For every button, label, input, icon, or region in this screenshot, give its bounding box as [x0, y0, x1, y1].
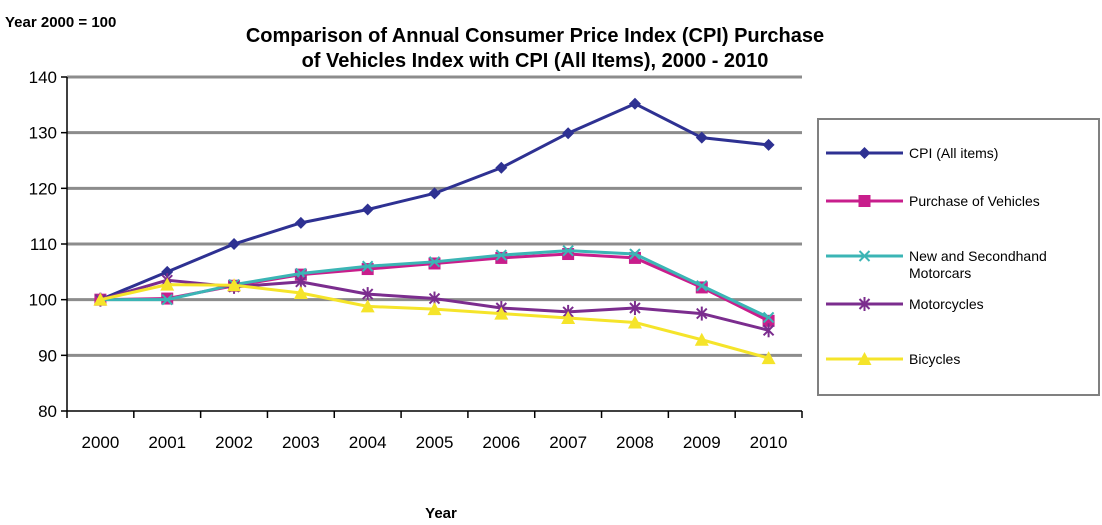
data-point — [562, 244, 574, 257]
y-tick-label: 120 — [29, 179, 57, 198]
data-point — [295, 267, 307, 280]
legend-label-line: New and Secondhand — [909, 248, 1047, 264]
legend-label: Purchase of Vehicles — [909, 193, 1040, 209]
plot-area — [93, 97, 776, 365]
y-tick-label: 130 — [29, 124, 57, 143]
data-point — [694, 332, 709, 346]
data-point — [762, 323, 775, 338]
legend-marker — [858, 195, 871, 207]
data-point — [428, 187, 441, 200]
x-tick-label: 2010 — [750, 433, 788, 452]
x-tick-label: 2008 — [616, 433, 654, 452]
data-point — [495, 161, 508, 174]
data-point — [562, 127, 575, 140]
data-point — [695, 131, 708, 144]
legend-marker — [858, 147, 871, 159]
chart-title-line-2: of Vehicles Index with CPI (All Items), … — [302, 50, 769, 72]
y-axis-label: Year 2000 = 100 — [5, 14, 116, 31]
y-tick-labels: 80 90 100 110 120 130 140 — [29, 68, 57, 421]
data-point — [294, 216, 307, 229]
y-tick-label: 80 — [38, 402, 57, 421]
x-tick-label: 2002 — [215, 433, 253, 452]
data-point — [762, 311, 775, 324]
x-tick-label: 2003 — [282, 433, 320, 452]
series-4 — [93, 277, 776, 365]
legend-marker — [858, 250, 871, 262]
x-tick-labels: 2000 2001 2002 2003 2004 2005 2006 2007 2008 2009… — [81, 433, 787, 452]
gridlines — [67, 75, 802, 357]
data-point — [696, 306, 708, 321]
data-point — [428, 256, 441, 268]
x-tick-label: 2005 — [416, 433, 454, 452]
y-tick-label: 140 — [29, 68, 57, 87]
legend-marker — [857, 352, 872, 365]
data-point — [629, 248, 641, 260]
legend: CPI (All items) Purchase of Vehicles New a… — [817, 118, 1100, 396]
legend-marker — [858, 297, 871, 311]
legend-label: CPI (All items) — [909, 145, 998, 161]
data-point — [228, 238, 241, 250]
data-point — [762, 314, 775, 327]
y-tick-label: 110 — [30, 235, 57, 254]
legend-item-4: Bicycles — [826, 351, 960, 367]
legend-item-2: New and Secondhand Motorcars — [826, 248, 1047, 281]
legend-item-0: CPI (All items) — [826, 145, 998, 161]
x-tick-label: 2007 — [549, 433, 587, 452]
data-point — [561, 311, 576, 325]
data-point — [495, 249, 508, 261]
chart-title-line-1: Comparison of Annual Consumer Price Inde… — [246, 25, 824, 47]
series-2 — [94, 244, 775, 324]
x-tick-label: 2006 — [482, 433, 520, 452]
data-point — [629, 301, 641, 316]
axes — [61, 76, 803, 418]
data-point — [761, 351, 776, 365]
data-point — [427, 302, 442, 316]
legend-label-line: Motorcars — [909, 265, 971, 281]
data-point — [627, 315, 642, 329]
data-point — [628, 97, 641, 110]
x-tick-label: 2004 — [349, 433, 387, 452]
legend-label: Bicycles — [909, 351, 960, 367]
data-point — [361, 260, 374, 272]
data-point — [361, 203, 374, 216]
data-point — [161, 265, 174, 278]
data-point — [293, 285, 308, 299]
data-point — [227, 278, 242, 292]
y-tick-label: 90 — [38, 346, 57, 365]
x-tick-label: 2001 — [148, 433, 186, 452]
data-point — [93, 292, 108, 306]
data-point — [160, 277, 175, 291]
legend-item-1: Purchase of Vehicles — [826, 193, 1040, 209]
data-point — [360, 299, 375, 313]
data-point — [161, 293, 173, 306]
x-tick-label: 2009 — [683, 433, 721, 452]
legend-label: New and Secondhand Motorcars — [909, 248, 1047, 281]
data-point — [494, 306, 509, 320]
x-tick-label: 2000 — [81, 433, 119, 452]
legend-label: Motorcycles — [909, 296, 984, 312]
data-point — [762, 138, 775, 151]
data-point — [696, 280, 708, 292]
x-axis-label: Year — [425, 505, 457, 522]
data-point — [361, 287, 374, 302]
legend-item-3: Motorcycles — [826, 296, 984, 312]
y-tick-label: 100 — [29, 291, 57, 310]
